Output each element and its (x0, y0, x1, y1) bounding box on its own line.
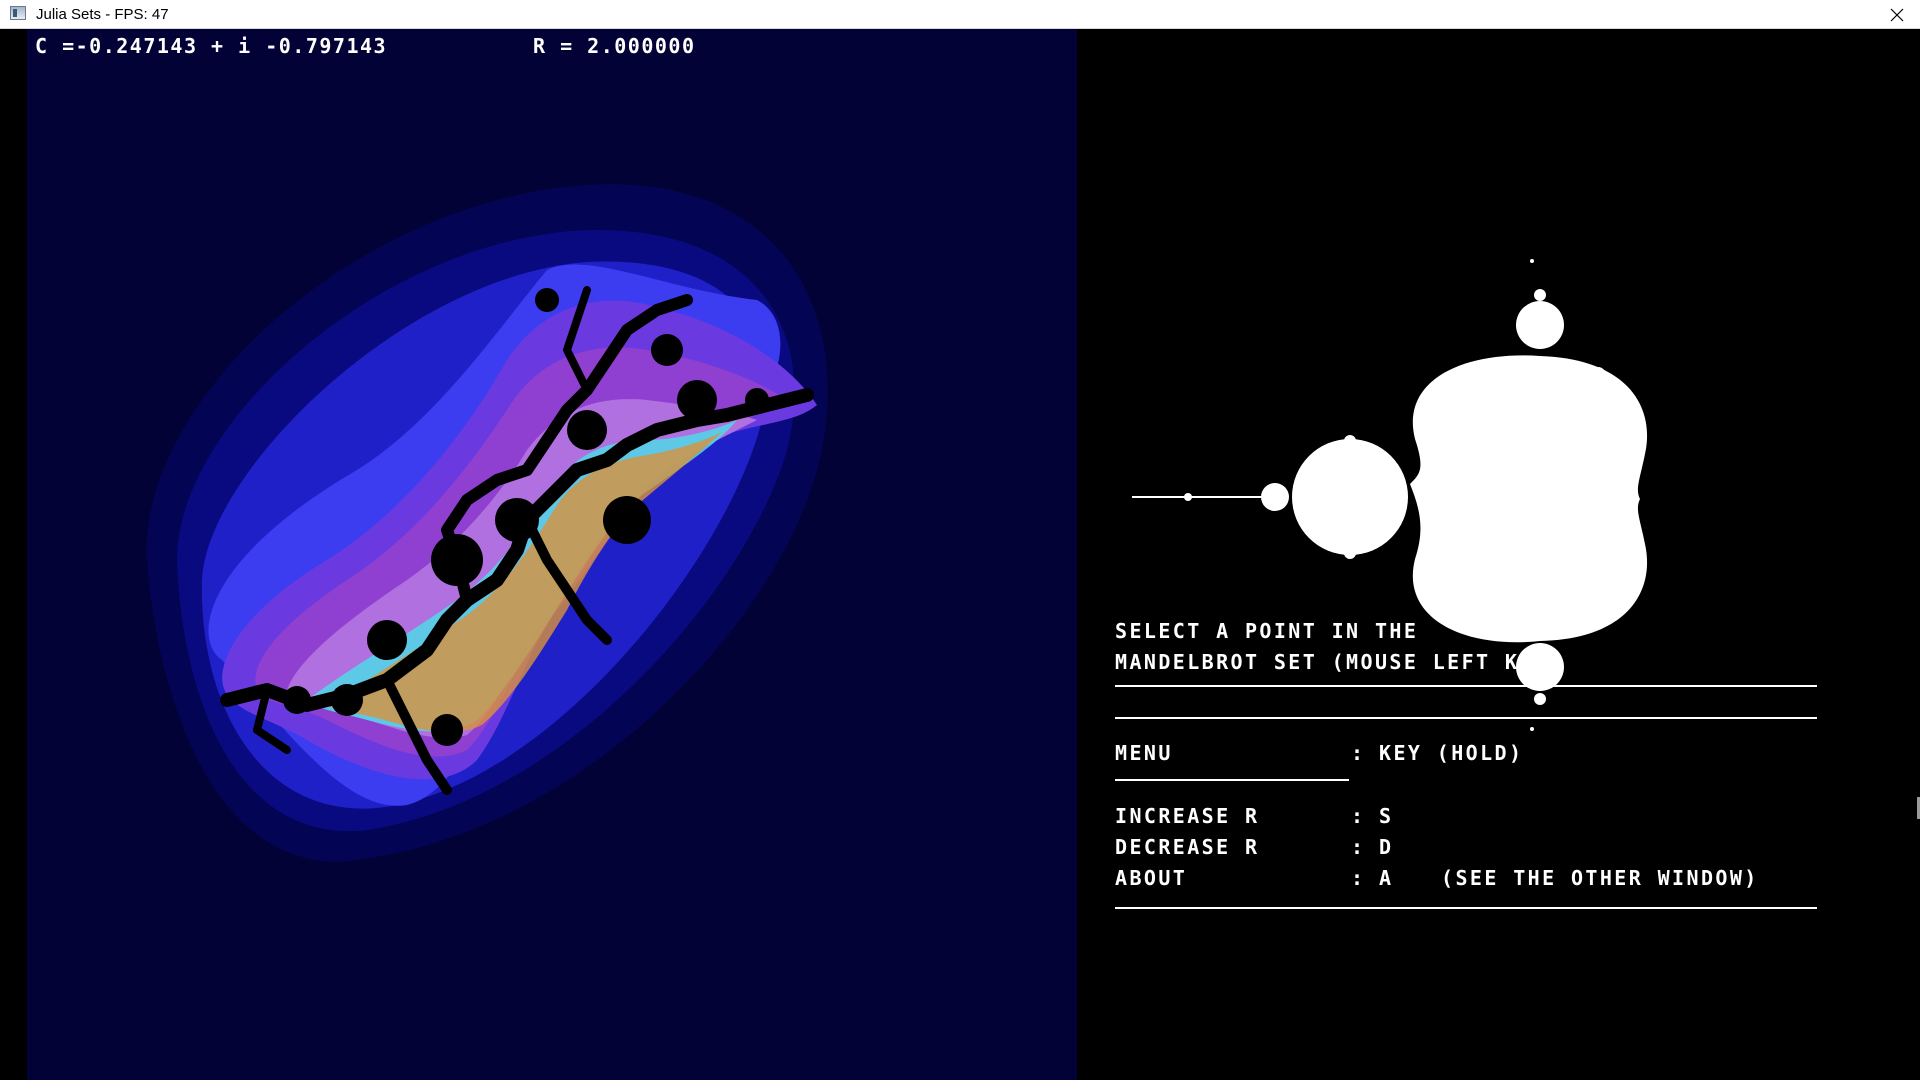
shortcut-key: D (1379, 835, 1394, 859)
shortcut-label: DECREASE R (1115, 835, 1260, 859)
shortcut-row-decrease-r: DECREASE R : D (1115, 835, 1815, 861)
divider-line (1115, 685, 1817, 687)
content-area: C =-0.247143 + i -0.797143 R = 2.000000 (0, 29, 1920, 1080)
instruction-line-1: SELECT A POINT IN THE (1115, 619, 1419, 643)
shortcut-label: INCREASE R (1115, 804, 1260, 828)
window-title: Julia Sets - FPS: 47 (36, 6, 169, 23)
mandelbrot-set-image[interactable] (1120, 209, 1680, 749)
julia-fractal-image (146, 184, 828, 862)
menu-separator: : (1351, 741, 1366, 765)
julia-set-canvas: C =-0.247143 + i -0.797143 R = 2.000000 (27, 29, 1077, 1080)
mandelbrot-set-canvas[interactable] (1120, 209, 1680, 749)
shortcut-separator: : (1351, 835, 1366, 859)
close-icon (1890, 8, 1904, 22)
divider-line (1115, 717, 1817, 719)
menu-label: MENU (1115, 741, 1173, 765)
shortcut-row-increase-r: INCREASE R : S (1115, 804, 1815, 830)
close-button[interactable] (1874, 0, 1920, 29)
divider-line (1115, 779, 1349, 781)
shortcut-note: (SEE THE OTHER WINDOW) (1441, 866, 1759, 890)
menu-row: MENU : KEY (HOLD) (1115, 741, 1815, 767)
menu-key: KEY (HOLD) (1379, 741, 1524, 765)
r-parameter-readout: R = 2.000000 (533, 34, 696, 58)
shortcut-separator: : (1351, 804, 1366, 828)
divider-line (1115, 907, 1817, 909)
shortcut-separator: : (1351, 866, 1366, 890)
app-window-icon (10, 6, 26, 20)
shortcut-row-about: ABOUT : A (SEE THE OTHER WINDOW) (1115, 866, 1815, 892)
instruction-line-2: MANDELBROT SET (MOUSE LEFT KEY) (1115, 650, 1563, 674)
c-parameter-readout: C =-0.247143 + i -0.797143 (35, 34, 388, 58)
shortcut-key: S (1379, 804, 1394, 828)
shortcut-key: A (1379, 866, 1394, 890)
window-edge-marker (1917, 797, 1920, 819)
title-bar[interactable]: Julia Sets - FPS: 47 (0, 0, 1920, 29)
shortcut-label: ABOUT (1115, 866, 1188, 890)
